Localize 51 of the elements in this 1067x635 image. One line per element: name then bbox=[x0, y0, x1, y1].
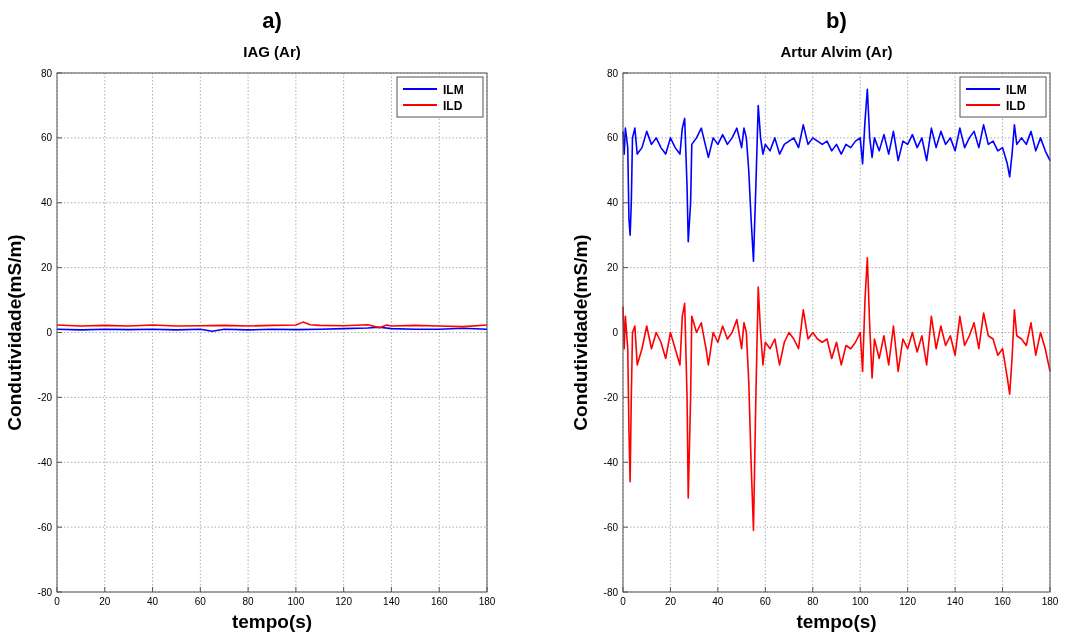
x-tick-label: 20 bbox=[664, 596, 677, 607]
x-tick-label: 100 bbox=[851, 596, 869, 607]
y-tick-label: -40 bbox=[37, 456, 53, 468]
x-tick-label: 60 bbox=[194, 596, 207, 607]
y-tick-label: 40 bbox=[40, 197, 53, 209]
chart-subtitle: IAG (Ar) bbox=[243, 43, 301, 60]
x-tick-label: 140 bbox=[383, 596, 401, 607]
chart-title: b) bbox=[826, 8, 847, 33]
legend-label: ILM bbox=[443, 82, 464, 97]
y-tick-label: 80 bbox=[40, 67, 53, 79]
y-tick-label: 0 bbox=[612, 327, 619, 338]
y-tick-label: -60 bbox=[37, 521, 53, 533]
x-tick-label: 180 bbox=[1041, 596, 1059, 607]
x-tick-label: 0 bbox=[620, 596, 627, 607]
y-tick-label: 20 bbox=[40, 262, 53, 274]
x-tick-label: 20 bbox=[99, 596, 111, 607]
x-tick-label: 80 bbox=[242, 596, 255, 607]
y-tick-label: -80 bbox=[37, 586, 53, 598]
y-tick-label: -60 bbox=[603, 521, 619, 533]
y-tick-label: 40 bbox=[606, 197, 619, 209]
y-tick-label: 60 bbox=[40, 132, 53, 144]
y-tick-label: -40 bbox=[603, 456, 619, 468]
x-tick-label: 160 bbox=[430, 596, 448, 607]
y-tick-label: -80 bbox=[603, 586, 619, 598]
x-tick-label: 140 bbox=[946, 596, 964, 607]
y-tick-label: 80 bbox=[606, 67, 619, 79]
x-tick-label: 100 bbox=[287, 596, 305, 607]
x-tick-label: 80 bbox=[807, 596, 819, 607]
x-tick-label: 60 bbox=[759, 596, 772, 607]
x-tick-label: 40 bbox=[712, 596, 724, 607]
legend-label: ILD bbox=[1006, 98, 1026, 113]
x-tick-label: 120 bbox=[899, 596, 917, 607]
x-tick-label: 180 bbox=[478, 596, 496, 607]
y-tick-label: -20 bbox=[603, 391, 619, 403]
y-tick-label: 60 bbox=[606, 132, 619, 144]
x-tick-label: 160 bbox=[994, 596, 1012, 607]
y-tick-label: 20 bbox=[606, 262, 619, 274]
chart-title: a) bbox=[262, 8, 282, 33]
x-axis-title: tempo(s) bbox=[231, 611, 313, 632]
y-axis-title: Condutividade(mS/m) bbox=[4, 234, 25, 431]
y-axis-title: Condutividade(mS/m) bbox=[570, 234, 591, 431]
x-tick-label: 120 bbox=[335, 596, 353, 607]
chart-subtitle: Artur Alvim (Ar) bbox=[780, 43, 893, 60]
y-tick-label: -20 bbox=[37, 391, 53, 403]
y-tick-label: 0 bbox=[46, 327, 53, 338]
x-tick-label: 40 bbox=[146, 596, 159, 607]
x-axis-title: tempo(s) bbox=[796, 611, 877, 632]
line-series bbox=[622, 257, 1051, 532]
x-tick-label: 0 bbox=[54, 596, 61, 607]
legend-label: ILD bbox=[443, 98, 463, 113]
legend-label: ILM bbox=[1006, 82, 1027, 97]
